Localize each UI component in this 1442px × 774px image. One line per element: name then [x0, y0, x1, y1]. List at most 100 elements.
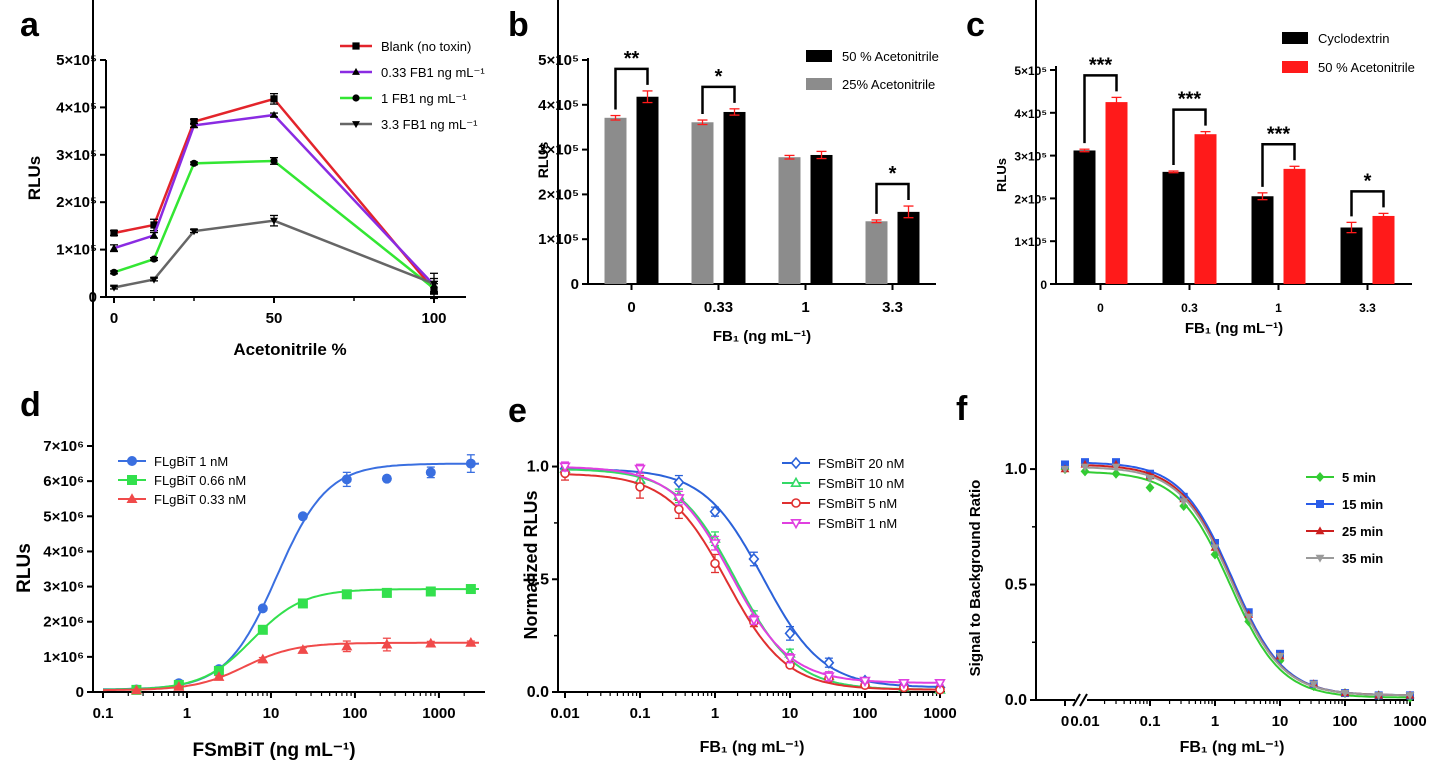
data-point — [1309, 680, 1319, 689]
data-point — [425, 586, 436, 597]
y-tick-label: 0 — [1040, 278, 1047, 292]
legend-label: FSmBiT 10 nM — [818, 476, 904, 491]
data-point — [150, 221, 158, 229]
data-point — [430, 280, 438, 288]
data-point — [1340, 689, 1350, 698]
data-point — [341, 589, 352, 600]
x-tick-label: 1 — [801, 299, 809, 316]
legend-marker — [127, 475, 137, 485]
data-point — [150, 231, 158, 239]
bar — [778, 157, 801, 284]
legend-label: Cyclodextrin — [1318, 31, 1390, 46]
bar — [1073, 150, 1096, 284]
y-tick-label: 4×10⁵ — [1014, 107, 1047, 121]
data-point — [270, 110, 278, 118]
x-tick-label: 0 — [110, 310, 118, 327]
data-point — [1061, 460, 1069, 469]
x-tick-label: 1 — [1275, 301, 1282, 315]
legend-marker — [352, 67, 360, 75]
data-point — [270, 95, 278, 103]
data-point — [465, 637, 477, 647]
series-1 — [103, 584, 479, 695]
data-point — [934, 678, 946, 690]
y-tick-label: 0.5 — [1005, 577, 1027, 594]
x-tick-label: 100 — [1332, 713, 1357, 730]
significance-marker: *** — [1178, 89, 1202, 111]
bar — [1283, 168, 1306, 284]
legend-marker — [1315, 554, 1325, 563]
data-point — [635, 482, 645, 492]
data-point — [270, 217, 278, 225]
data-point — [270, 157, 278, 165]
x-tick-label: 0.1 — [1140, 713, 1161, 730]
x-axis-break-slash — [1072, 693, 1081, 707]
series-3 — [110, 214, 438, 295]
x-tick-label: 1000 — [422, 705, 455, 722]
legend-label: 35 min — [1342, 551, 1383, 566]
data-point — [1210, 544, 1220, 553]
series-2 — [560, 465, 945, 695]
series-2 — [1060, 459, 1415, 699]
data-point — [150, 276, 158, 284]
data-point — [709, 505, 721, 518]
bar — [897, 211, 920, 284]
data-point — [425, 637, 437, 648]
bar — [691, 122, 714, 284]
x-tick-label: 100 — [342, 705, 367, 722]
data-point — [297, 644, 309, 654]
y-axis-label: Signal to Background Ratio — [967, 480, 984, 677]
data-point — [213, 665, 224, 676]
x-axis-label: FB₁ (ng mL⁻¹) — [1185, 320, 1283, 337]
series-line — [113, 113, 435, 287]
data-point — [898, 678, 910, 690]
x-axis-label: FB₁ (ng mL⁻¹) — [700, 739, 805, 756]
x-tick-label: 1 — [711, 705, 719, 722]
data-point — [859, 676, 871, 687]
x-tick-label: 1000 — [1393, 713, 1426, 730]
bar — [636, 96, 659, 285]
legend-label: 25% Acetonitrile — [842, 77, 935, 92]
legend-marker — [790, 518, 802, 530]
x-axis-break-mark — [1072, 693, 1088, 707]
data-point — [110, 284, 118, 292]
y-tick-label: 2×10⁵ — [56, 194, 97, 211]
legend-swatch — [1282, 61, 1308, 73]
bar — [1251, 196, 1274, 284]
significance-marker: *** — [1267, 123, 1291, 145]
legend-swatch — [806, 50, 832, 62]
significance-bracket — [614, 67, 649, 110]
bar — [810, 154, 833, 284]
data-point — [257, 653, 269, 664]
y-tick-label: 0.5 — [527, 571, 549, 588]
legend-marker — [126, 493, 138, 503]
legend-marker — [791, 498, 801, 508]
panel-label-c: c — [966, 6, 985, 44]
significance-bracket — [1083, 74, 1118, 144]
legend-marker — [1315, 472, 1325, 482]
series-1 — [1061, 458, 1414, 700]
data-point — [110, 268, 118, 276]
y-tick-label: 1×10⁵ — [1014, 235, 1047, 249]
legend-label: 5 min — [1342, 470, 1376, 485]
data-point — [784, 627, 796, 640]
data-point — [190, 228, 198, 236]
significance-marker: * — [1364, 170, 1372, 192]
y-tick-label: 4×10⁵ — [56, 99, 97, 116]
panel-label-f: f — [956, 390, 968, 428]
data-point — [674, 504, 684, 515]
data-point — [1405, 692, 1415, 700]
legend-label: Blank (no toxin) — [381, 39, 471, 54]
legend-label: 25 min — [1342, 524, 1383, 539]
legend-label: 50 % Acetonitrile — [842, 49, 939, 64]
bar — [1162, 171, 1185, 284]
data-point — [673, 494, 685, 505]
y-tick-label: 3×10⁵ — [1014, 150, 1047, 164]
x-tick-label: 0 — [627, 299, 635, 316]
data-point — [1179, 498, 1189, 507]
y-tick-label: 5×10⁵ — [56, 52, 97, 69]
x-tick-label: 1 — [183, 705, 191, 722]
fit-curve — [103, 588, 479, 691]
data-point — [341, 640, 353, 651]
legend-marker — [352, 42, 360, 50]
